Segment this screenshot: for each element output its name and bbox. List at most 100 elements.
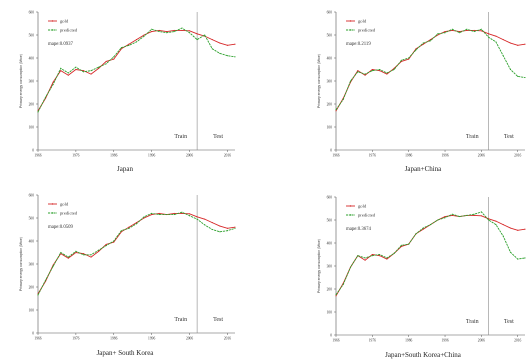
gold-point (451, 29, 453, 31)
predicted-point (75, 250, 77, 252)
predicted-point (400, 59, 402, 61)
predicted-point (204, 224, 206, 226)
gold-point (135, 222, 138, 224)
gold-point (211, 222, 213, 224)
predicted-point (415, 49, 417, 51)
predicted-point (335, 109, 337, 111)
panel-caption: Japan+ South Korea (96, 349, 154, 357)
predicted-point (90, 254, 92, 256)
gold-point (473, 29, 475, 31)
legend-gold-label: gold (358, 19, 367, 24)
predicted-point (82, 254, 85, 256)
x-tick-label: 2006 (478, 154, 485, 158)
predicted-point (98, 66, 100, 68)
y-tick-label: 0 (32, 331, 34, 335)
predicted-point (128, 227, 130, 229)
y-tick-label: 0 (330, 148, 332, 152)
predicted-point (135, 41, 138, 43)
x-tick-label: 1966 (332, 154, 339, 158)
gold-point (98, 67, 100, 69)
test-label: Test (213, 134, 223, 140)
x-tick-label: 1966 (34, 337, 41, 341)
gold-point (480, 30, 482, 32)
predicted-point (113, 56, 115, 58)
predicted-point (524, 77, 526, 79)
y-tick-label: 200 (29, 285, 35, 289)
y-tick-label: 400 (327, 56, 333, 60)
y-tick-label: 500 (327, 33, 333, 37)
predicted-point (234, 227, 236, 229)
gold-point (364, 74, 366, 76)
mape-label: mape:0.2119 (346, 42, 371, 47)
gold-point (113, 58, 115, 60)
x-tick-label: 1996 (148, 337, 155, 341)
predicted-point (379, 68, 381, 71)
predicted-point (211, 48, 213, 50)
gold-point (509, 42, 512, 44)
predicted-point (444, 32, 446, 34)
gold-point (517, 229, 519, 231)
train-label: Train (174, 317, 187, 323)
predicted-point (466, 28, 468, 30)
predicted-point (173, 214, 175, 216)
predicted-point (342, 283, 344, 285)
gold-point (105, 60, 107, 62)
predicted-point (335, 294, 337, 296)
predicted-point (459, 216, 461, 218)
predicted-point (226, 55, 228, 57)
predicted-point (408, 243, 410, 245)
gold-point (509, 227, 512, 229)
predicted-point (524, 257, 526, 259)
y-tick-label: 200 (327, 287, 333, 291)
gold-point (151, 214, 153, 216)
gold-point (480, 215, 482, 217)
y-axis-label: Primary energy consumption (Mtoe) (19, 237, 23, 291)
predicted-point (480, 28, 482, 30)
predicted-point (422, 42, 424, 44)
x-tick-label: 1986 (405, 154, 412, 158)
gold-point (75, 68, 77, 71)
predicted-point (188, 215, 191, 217)
gold-point (226, 227, 228, 229)
gold-point (524, 228, 526, 230)
predicted-point (226, 230, 228, 232)
predicted-point (60, 67, 62, 69)
predicted-point (219, 52, 221, 54)
gold-point (335, 110, 337, 112)
gold-point (386, 73, 388, 75)
predicted-point (37, 111, 39, 113)
predicted-point (357, 71, 359, 73)
gold-point (143, 217, 145, 219)
predicted-series-line (37, 27, 236, 113)
predicted-point (488, 36, 490, 38)
gold-point (219, 225, 221, 227)
predicted-point (509, 251, 512, 253)
train-label: Train (174, 134, 187, 140)
gold-point (444, 31, 446, 33)
predicted-point (495, 41, 497, 43)
x-tick-label: 1976 (72, 337, 79, 341)
y-tick-label: 0 (32, 148, 34, 152)
gold-point (524, 43, 526, 45)
gold-point (451, 214, 453, 216)
predicted-point (429, 224, 432, 226)
legend-gold-label: gold (60, 202, 69, 207)
predicted-point (451, 213, 453, 215)
predicted-point (234, 56, 236, 58)
predicted-point (437, 219, 439, 221)
y-axis-label: Primary energy consumption (Mtoe) (317, 54, 321, 108)
legend-predicted-label: predicted (60, 28, 78, 33)
predicted-point (379, 253, 381, 256)
gold-point (52, 81, 54, 83)
predicted-point (181, 211, 183, 213)
mape-label: mape:0.0509 (48, 225, 74, 230)
gold-point (82, 70, 85, 72)
legend-predicted-marker (349, 214, 352, 216)
train-label: Train (466, 134, 479, 140)
predicted-point (120, 230, 122, 232)
y-tick-label: 600 (327, 195, 333, 199)
legend-gold-marker (51, 203, 54, 205)
gold-point (128, 226, 130, 228)
y-tick-label: 100 (327, 125, 333, 129)
y-tick-label: 300 (29, 262, 35, 266)
